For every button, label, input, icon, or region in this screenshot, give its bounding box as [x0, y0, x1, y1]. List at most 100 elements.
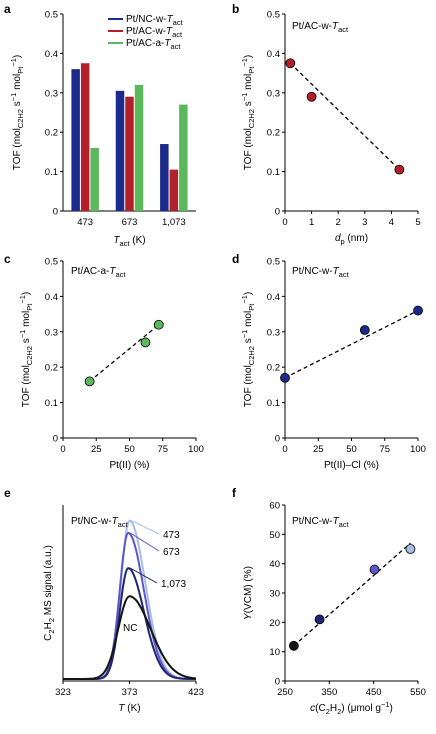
a-legend-label-2: Pt/AC-w-Tact: [126, 26, 183, 39]
c-xtick-label: 75: [157, 444, 168, 455]
e-curve-label-2: 673: [163, 547, 180, 558]
f-xtick-label: 550: [410, 687, 426, 698]
c-xtick-label: 25: [91, 444, 102, 455]
panel-c-scatter: 0 0.1 0.2 0.3 0.4 0.5 0 25 50 75 100 Pt/AC-a-Tact TO…: [18, 257, 204, 472]
f-x-axis-title: c(C2H2) (μmol g−1): [310, 700, 393, 716]
e-xtick-label: 423: [188, 687, 204, 698]
b-point-3: [394, 164, 405, 175]
c-x-axis-title: Pt(II) (%): [109, 460, 149, 471]
d-xtick-label: 100: [410, 444, 426, 455]
c-ytick-label: 0.5: [45, 257, 58, 268]
f-ytick-label: 40: [269, 559, 280, 570]
f-fit-line: [293, 542, 411, 647]
e-curve-label-3: 1,073: [161, 579, 186, 590]
a-bar-2-2: [125, 96, 134, 211]
a-legend-label-1: Pt/NC-w-Tact: [126, 14, 184, 27]
b-ytick-label: 0.2: [267, 128, 280, 139]
d-xtick-label: 25: [313, 444, 324, 455]
b-xtick-label: 2: [336, 217, 341, 228]
b-xtick-label: 5: [415, 217, 420, 228]
c-point-2: [140, 337, 151, 348]
f-y-axis-title: Y(VCM) (%): [243, 566, 254, 620]
e-x-axis-title: T (K): [118, 703, 140, 714]
e-title: Pt/NC-w-Tact: [71, 516, 129, 529]
e-xtick-label: 373: [122, 687, 138, 698]
f-ytick-label: 30: [269, 589, 280, 600]
b-title: Pt/AC-w-Tact: [292, 21, 349, 34]
d-y-axis-title: TOF (molC2H2 s−1 molPt−1): [240, 292, 256, 407]
b-ytick-label: 0.5: [267, 10, 280, 21]
d-xtick-label: 50: [346, 444, 357, 455]
a-xtick-label: 473: [77, 217, 93, 228]
b-ytick-label: 0.3: [267, 88, 280, 99]
a-xtick-label: 673: [122, 217, 138, 228]
c-xtick-label: 100: [188, 444, 204, 455]
a-bar-1-1: [71, 69, 80, 211]
panel-label-b: b: [232, 2, 239, 16]
d-fit-line: [284, 309, 419, 379]
c-ytick-label: 0.2: [45, 363, 58, 374]
c-ytick-label: 0: [53, 434, 58, 445]
a-bar-1-2: [115, 90, 125, 211]
d-title: Pt/NC-w-Tact: [292, 266, 350, 279]
a-y-axis-title: TOF (molC2H2 s−1 molPt−1): [9, 55, 25, 170]
f-ytick-label: 60: [269, 501, 280, 512]
e-curve-4: [63, 595, 197, 680]
panel-label-c: c: [4, 252, 11, 266]
e-xtick-label: 323: [55, 687, 71, 698]
f-point-1: [288, 640, 299, 651]
c-ytick-label: 0.3: [45, 327, 58, 338]
panel-label-a: a: [4, 2, 11, 16]
d-ytick-label: 0.2: [267, 363, 280, 374]
e-y-axis-title: C2H2 MS signal (a.u.): [43, 545, 56, 641]
a-ytick-label: 0.2: [45, 128, 58, 139]
a-ytick-label: 0.4: [45, 49, 58, 60]
a-bar-3-3: [179, 104, 188, 211]
a-bar-2-3: [169, 169, 179, 211]
b-ytick-label: 0: [275, 207, 280, 218]
f-ytick-label: 20: [269, 618, 280, 629]
d-xtick-label: 0: [282, 444, 287, 455]
b-ytick-label: 0.1: [267, 167, 280, 178]
a-bar-1-3: [160, 144, 169, 211]
c-ytick-label: 0.1: [45, 398, 58, 409]
d-ytick-label: 0: [275, 434, 280, 445]
panel-a-bar-chart: 0 0.1 0.2 0.3 0.4 0.5 473 673 1,073 TOF (molC2H2 …: [9, 10, 196, 248]
f-ytick-label: 10: [269, 647, 280, 658]
e-leader-1: [131, 520, 160, 535]
a-bar-3-1: [90, 147, 99, 211]
e-leader-2: [129, 532, 160, 552]
c-xtick-label: 50: [124, 444, 135, 455]
d-ytick-label: 0.1: [267, 398, 280, 409]
e-curve-label-4: NC: [123, 623, 137, 634]
d-point-3: [413, 305, 423, 316]
c-xtick-label: 0: [60, 444, 65, 455]
a-ytick-label: 0: [53, 207, 58, 218]
f-xtick-label: 350: [321, 687, 337, 698]
b-xtick-label: 4: [389, 217, 394, 228]
d-x-axis-title: Pt(II)–Cl (%): [324, 460, 379, 471]
f-xtick-label: 250: [277, 687, 293, 698]
e-curve-1: [63, 519, 196, 680]
a-ytick-label: 0.5: [45, 10, 58, 21]
a-x-axis-title: Tact (K): [113, 235, 145, 248]
d-ytick-label: 0.4: [267, 292, 280, 303]
f-point-2: [314, 614, 325, 625]
a-ytick-label: 0.3: [45, 88, 58, 99]
f-ytick-label: 0: [275, 677, 280, 688]
b-xtick-label: 0: [282, 217, 287, 228]
a-bar-2-1: [80, 63, 90, 211]
d-point-2: [359, 325, 370, 335]
c-ytick-label: 0.4: [45, 292, 58, 303]
b-xtick-label: 1: [309, 217, 314, 228]
c-fit-line: [89, 324, 160, 382]
panel-label-f: f: [232, 486, 237, 500]
panel-d-scatter: 0 0.1 0.2 0.3 0.4 0.5 0 25 50 75 100 Pt/NC-w-Tact TO…: [240, 257, 426, 472]
b-ytick-label: 0.4: [267, 49, 280, 60]
d-ytick-label: 0.3: [267, 327, 280, 338]
a-bar-3-2: [134, 84, 144, 211]
b-x-axis-title: dp (nm): [335, 233, 368, 246]
b-point-2: [306, 91, 317, 102]
d-point-1: [280, 372, 290, 383]
